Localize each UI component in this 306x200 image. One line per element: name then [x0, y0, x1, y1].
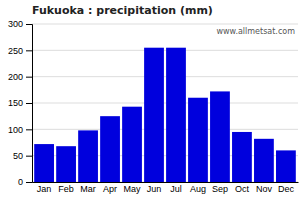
x-tick-label: Sep: [212, 184, 228, 194]
y-tick-label: 0: [18, 177, 23, 187]
x-tick: Aug: [190, 184, 206, 194]
y-tick-mark: [26, 50, 32, 51]
y-tick: 0: [18, 177, 32, 187]
x-tick: Apr: [103, 184, 117, 194]
title: Fukuoka : precipitation (mm): [32, 4, 213, 17]
y-axis-line: [26, 25, 33, 183]
y-tick-mark: [26, 24, 32, 25]
y-tick-label: 200: [8, 72, 23, 82]
grid-line: [32, 129, 298, 130]
grid-line: [32, 50, 298, 51]
x-tick-label: Jul: [170, 184, 182, 194]
x-axis: Jan Feb Mar Apr May Jun Jul Aug Sep Oct Nov Dec: [33, 183, 299, 195]
y-tick: 200: [8, 72, 32, 82]
bar: [210, 91, 230, 182]
x-axis-line: [33, 182, 299, 183]
y-tick-label: 150: [8, 98, 23, 108]
x-tick: Mar: [80, 184, 96, 194]
grid: [32, 24, 298, 182]
bar: [122, 107, 142, 182]
y-tick: 250: [8, 46, 32, 56]
bar: [188, 98, 208, 182]
x-tick-label: Feb: [58, 184, 74, 194]
y-tick-label: 100: [8, 125, 23, 135]
bar: [166, 48, 186, 182]
bar: [276, 150, 296, 182]
y-tick-mark: [26, 103, 32, 104]
x-tick: Oct: [235, 184, 250, 194]
x-tick: Jan: [37, 184, 52, 194]
annotation: www.allmetsat.com: [217, 27, 296, 36]
grid-line: [32, 24, 298, 25]
marks: [34, 48, 296, 182]
grid-line: [32, 103, 298, 104]
x-tick-label: Nov: [256, 184, 273, 194]
x-tick: May: [124, 184, 142, 194]
y-tick-mark: [26, 182, 32, 183]
x-tick-label: Jan: [37, 184, 52, 194]
bar: [78, 130, 98, 182]
y-axis: 0 50 100 150 200 250 300: [8, 19, 33, 187]
bar: [232, 132, 252, 182]
bar: [100, 116, 120, 182]
bar: [56, 146, 76, 182]
x-tick: Feb: [58, 184, 74, 194]
y-tick-label: 50: [13, 151, 23, 161]
x-tick-label: May: [124, 184, 142, 194]
x-tick-label: Jun: [147, 184, 162, 194]
grid-line: [32, 76, 298, 77]
y-tick: 150: [8, 98, 32, 108]
bar: [144, 48, 164, 182]
y-tick-label: 300: [8, 19, 23, 29]
bar: [34, 144, 54, 182]
y-tick: 300: [8, 19, 32, 29]
x-tick: Dec: [278, 184, 295, 194]
x-tick-label: Apr: [103, 184, 117, 194]
y-tick: 100: [8, 125, 32, 135]
y-tick-mark: [26, 156, 32, 157]
x-tick-label: Aug: [190, 184, 206, 194]
x-tick: Nov: [256, 184, 273, 194]
x-tick: Jun: [147, 184, 162, 194]
x-tick: Sep: [212, 184, 228, 194]
chart: Fukuoka : precipitation (mm) 0 50 100 150 200…: [0, 0, 306, 200]
plot: 0 50 100 150 200 250 300 Jan Feb Mar Apr May Jun Jul A…: [8, 19, 299, 194]
y-tick-mark: [26, 77, 32, 78]
y-tick-label: 250: [8, 46, 23, 56]
bar: [254, 139, 274, 182]
y-tick-mark: [26, 129, 32, 130]
x-tick-label: Oct: [235, 184, 250, 194]
x-tick: Jul: [170, 184, 182, 194]
x-tick-label: Dec: [278, 184, 295, 194]
x-tick-label: Mar: [80, 184, 96, 194]
y-tick: 50: [13, 151, 32, 161]
